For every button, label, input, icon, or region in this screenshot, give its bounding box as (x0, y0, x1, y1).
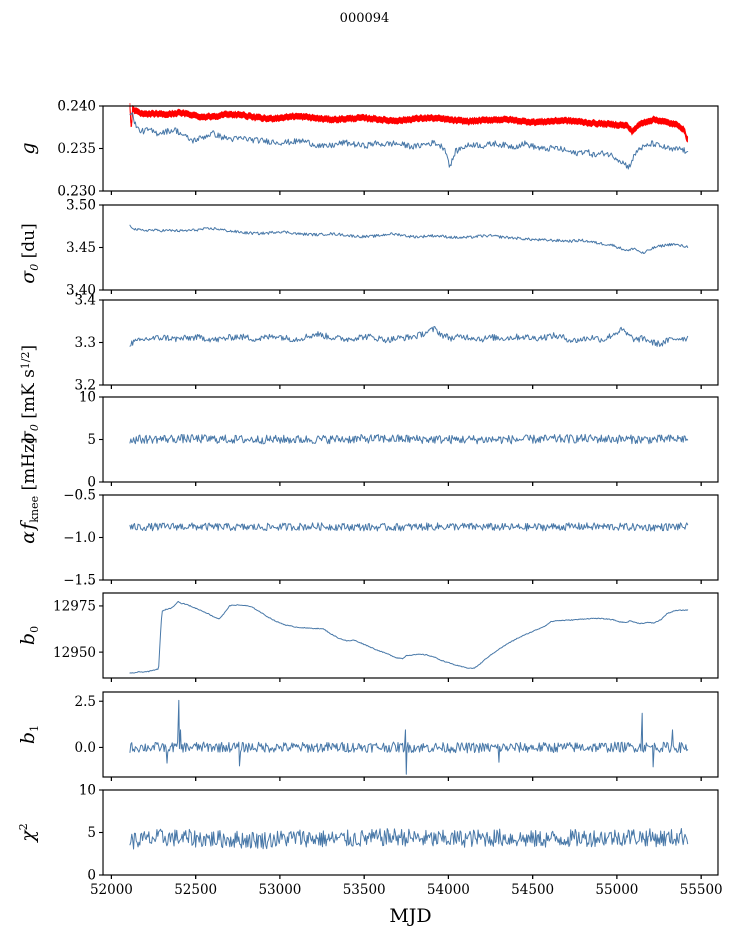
y-tick-label: 5 (87, 432, 96, 448)
x-tick-label: 53500 (343, 882, 386, 898)
y-tick-label: 3.3 (75, 335, 96, 351)
right-gutter-mask (718, 494, 729, 581)
y-tick-label: 0.235 (57, 141, 96, 157)
y-axis-label-text: χ2 (17, 823, 39, 844)
right-gutter-mask (718, 789, 729, 876)
panel-frame (102, 494, 719, 581)
left-gutter-mask (0, 396, 103, 483)
x-tick-label: 54500 (511, 882, 554, 898)
series-g-data-blue (129, 112, 689, 170)
right-gutter-mask (718, 105, 729, 192)
right-gutter-mask (718, 592, 729, 679)
y-tick-label: 3.40 (66, 283, 96, 299)
y-axis-label-text: g (17, 142, 39, 154)
left-gutter-mask (0, 592, 103, 679)
left-gutter-mask (0, 494, 103, 581)
y-tick-label: −1.5 (63, 573, 96, 589)
y-axis-label-alpha: α (17, 531, 39, 544)
series-sigma0-du-trace (129, 224, 689, 254)
y-tick-label: −0.5 (63, 488, 96, 504)
y-tick-label: 12975 (53, 599, 96, 615)
y-axis-label-b1: b1 (17, 725, 41, 744)
y-tick-label: 10 (79, 390, 96, 406)
panel-g: 0.230 0.235 0.240 (57, 99, 719, 200)
y-tick-label: 12950 (53, 645, 96, 661)
series-chi2-trace (129, 827, 689, 850)
panel-frame-top (102, 494, 719, 581)
y-tick-label: 0 (87, 475, 96, 491)
panel-frame-top (102, 299, 719, 386)
panel-fknee: 0 5 10 (79, 390, 719, 491)
y-tick-label: 10 (79, 783, 96, 799)
y-tick-label: 3.2 (75, 378, 96, 394)
x-axis-label: MJD (389, 905, 431, 927)
left-gutter-mask (0, 105, 103, 192)
panel-frame-top (102, 204, 719, 291)
y-axis-label-fknee: fknee [mHz] (17, 437, 41, 531)
left-gutter-mask (0, 299, 103, 386)
y-tick-label: 0.0 (75, 740, 96, 756)
x-tick-label: 53000 (258, 882, 301, 898)
series-alpha-trace (129, 522, 689, 532)
left-gutter-mask (0, 691, 103, 778)
y-tick-label: 0 (87, 868, 96, 884)
series-b0-trace (129, 601, 689, 674)
x-tick-label: 54000 (427, 882, 470, 898)
y-axis-label-text: b0 (17, 626, 41, 645)
y-axis-label-chi2: χ2 (17, 823, 39, 844)
y-axis-label-text: σ0 [du] (17, 223, 41, 283)
y-axis-label-text: σ0 [mK s1/2] (17, 345, 41, 444)
panel-frame (102, 204, 719, 291)
right-gutter-mask (718, 691, 729, 778)
panel-frame-top (102, 592, 719, 679)
y-tick-label: 0.240 (57, 99, 96, 115)
panel-chi2: 0 5 10 (79, 783, 719, 884)
y-tick-label: 3.4 (75, 293, 96, 309)
right-gutter-mask (718, 204, 729, 291)
y-tick-label: 3.50 (66, 198, 96, 214)
right-gutter-mask (718, 396, 729, 483)
right-gutter-mask (718, 299, 729, 386)
series-fknee-trace (129, 433, 689, 445)
y-tick-label: 2.5 (75, 694, 96, 710)
panel-frame (102, 299, 719, 386)
y-tick-label: 0.230 (57, 184, 96, 200)
series-g-model-red-band (129, 103, 688, 143)
figure-title: 000094 (340, 11, 390, 26)
y-axis-label-sigma0-du: σ0 [du] (17, 223, 41, 283)
panel-frame (102, 691, 719, 778)
y-axis-label-g: g (17, 142, 39, 154)
y-axis-label-text: b1 (17, 725, 41, 744)
y-axis-label-b0: b0 (17, 626, 41, 645)
y-axis-label-sigma0-mk: σ0 [mK s1/2] (17, 345, 41, 444)
y-axis-label-text: fknee [mHz] (17, 437, 41, 531)
x-tick-label: 55500 (680, 882, 723, 898)
panel-b0: 12950 12975 (53, 592, 719, 682)
x-tick-label: 52000 (90, 882, 133, 898)
panel-sigma0-du: 3.40 3.45 3.50 (66, 198, 719, 299)
y-tick-label: 5 (87, 825, 96, 841)
panel-frame-top (102, 691, 719, 778)
left-gutter-mask (0, 789, 103, 876)
series-b1-trace (129, 699, 689, 775)
series-sigma0-mk-trace (129, 325, 689, 347)
x-tick-label: 52500 (174, 882, 217, 898)
y-tick-label: −1.0 (63, 530, 96, 546)
panel-frame (102, 592, 719, 679)
y-axis-label-text: α (17, 531, 39, 544)
left-gutter-mask (0, 204, 103, 291)
x-tick-label: 55000 (595, 882, 638, 898)
y-tick-label: 3.45 (66, 240, 96, 256)
panel-b1: 0.0 2.5 (75, 691, 719, 781)
